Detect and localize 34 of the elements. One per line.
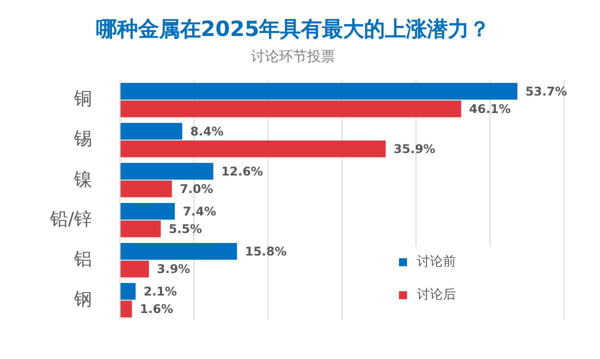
y-tick-label: 铜 [73,88,92,110]
data-label: 46.1% [469,102,511,116]
bar [120,202,175,220]
data-label: 53.7% [525,84,568,98]
data-label: 7.4% [182,204,216,218]
data-label: 15.8% [244,244,287,258]
bar [120,82,518,100]
y-tick-label: 铅/锌 [48,208,92,230]
bar [120,220,161,238]
bar [120,283,136,300]
legend-label: 讨论后 [417,288,456,303]
y-tick-label: 钢 [73,288,92,310]
bar [120,140,386,158]
bar [120,122,182,140]
bar [120,162,214,180]
chart-subtitle: 讨论环节投票 [251,49,335,66]
data-label: 7.0% [180,182,214,196]
data-label: 8.4% [190,124,224,138]
y-tick-label: 镍 [73,168,92,190]
bar [120,260,149,278]
data-label: 5.5% [168,222,202,236]
chart-title: 哪种金属在2025年具有最大的上涨潜力？ [96,17,490,42]
bar [120,100,462,118]
bar [120,242,237,260]
y-tick-label: 铝 [73,248,92,270]
data-label: 3.9% [156,262,190,276]
bar [120,300,132,318]
data-label: 12.6% [221,164,263,178]
data-label: 2.1% [144,284,177,298]
data-label: 1.6% [140,302,174,316]
data-label: 35.9% [394,142,436,156]
legend-label: 讨论前 [417,254,456,270]
bar [120,180,172,198]
y-tick-label: 锡 [73,128,92,150]
